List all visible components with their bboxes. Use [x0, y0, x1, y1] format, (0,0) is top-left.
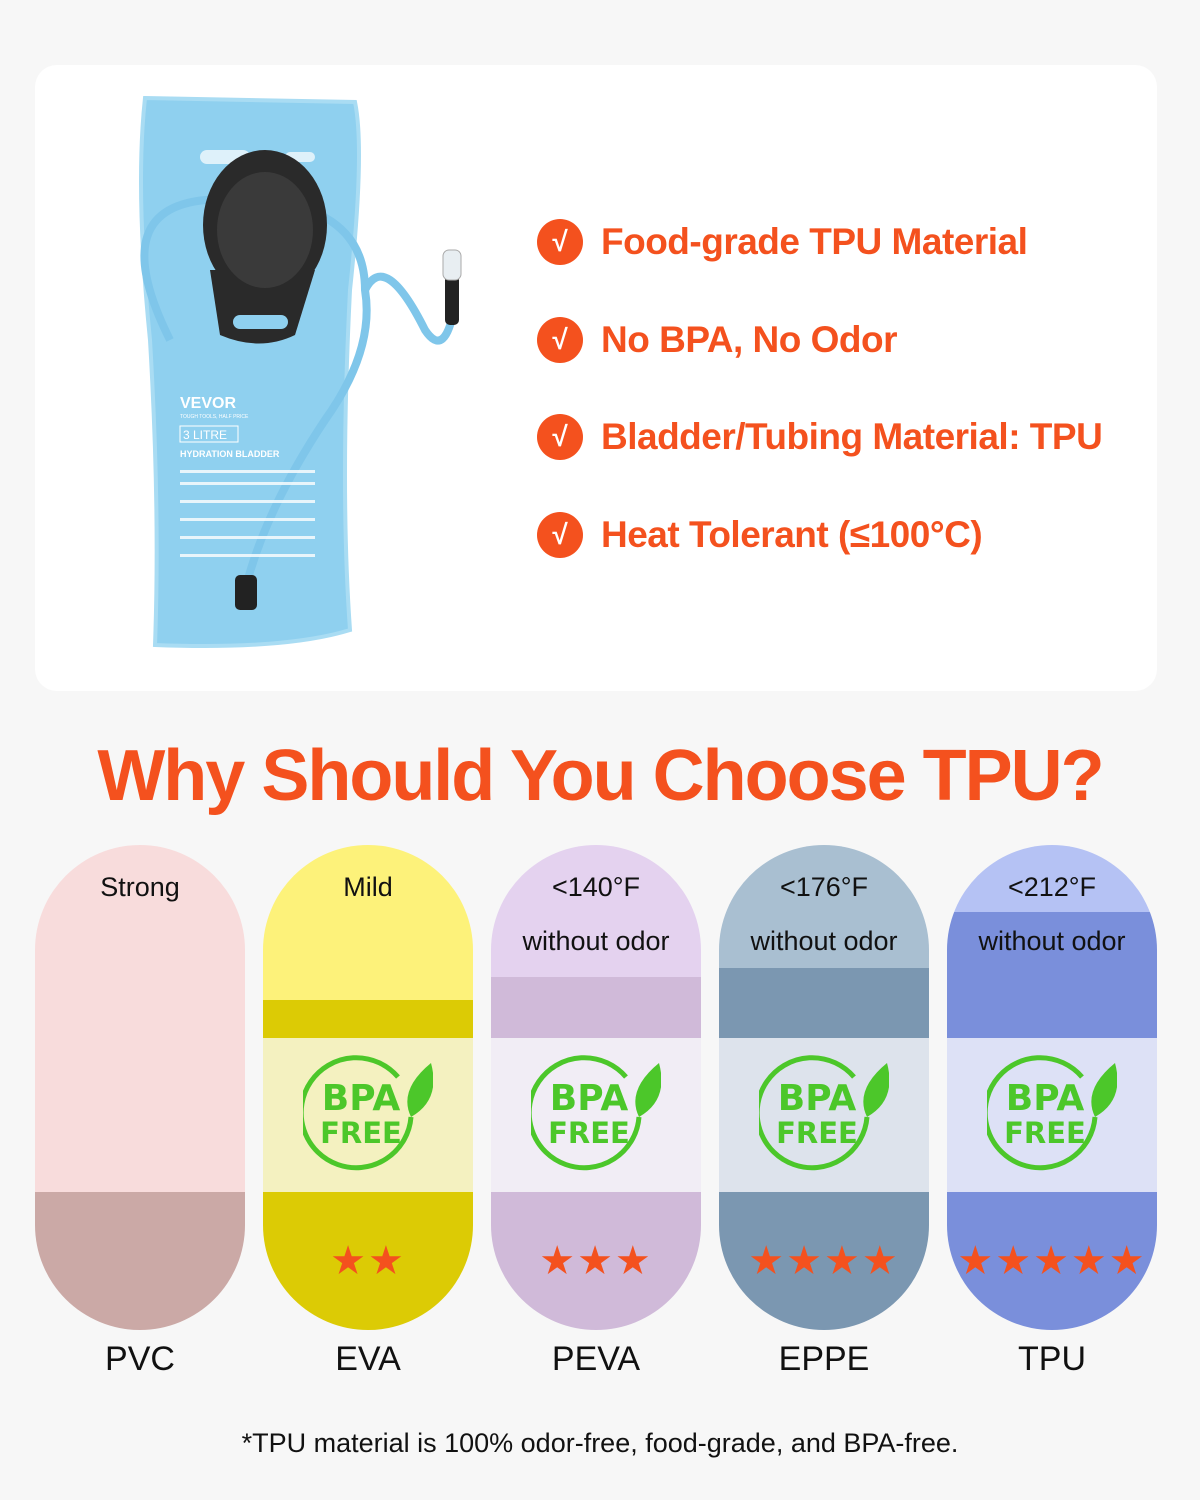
star-icon: ★ — [368, 1239, 406, 1283]
odor-band — [947, 912, 1157, 1038]
capacity-label: 3 LITRE — [183, 428, 227, 442]
header-band — [35, 845, 245, 1192]
free-text: FREE — [776, 1116, 858, 1150]
odor-band — [719, 968, 929, 1038]
material-label: EVA — [335, 1340, 401, 1378]
star-rating: ★ ★ ★ ★ ★ — [947, 1192, 1157, 1330]
header-band — [263, 845, 473, 1000]
bpa-band: BPA FREE — [263, 1038, 473, 1192]
free-text: FREE — [320, 1116, 402, 1150]
material-pill-eva: BPA FREE ★ ★ — [263, 845, 473, 1330]
rating-band: ★ ★ ★ — [491, 1192, 701, 1330]
material-label: EPPE — [778, 1340, 870, 1378]
feature-item: √ No BPA, No Odor — [537, 317, 898, 363]
material-pill-eppe: BPA FREE ★ ★ ★ ★ — [719, 845, 929, 1330]
star-rating: ★ ★ — [263, 1192, 473, 1330]
check-icon: √ — [537, 219, 583, 265]
star-icon: ★ — [1033, 1239, 1071, 1283]
rating-band: ★ ★ — [263, 1192, 473, 1330]
bpa-free-badge: BPA FREE — [491, 1038, 701, 1192]
bpa-free-badge: BPA FREE — [719, 1038, 929, 1192]
star-icon: ★ — [748, 1239, 787, 1283]
bpa-text: BPA — [550, 1078, 629, 1119]
odor-band — [491, 977, 701, 1038]
rating-band: ★ ★ ★ ★ ★ — [947, 1192, 1157, 1330]
material-pill-pvc — [35, 845, 245, 1330]
star-icon: ★ — [1070, 1239, 1109, 1283]
star-icon: ★ — [824, 1239, 862, 1283]
bpa-text: BPA — [778, 1078, 857, 1119]
bpa-free-badge: BPA FREE — [263, 1038, 473, 1192]
star-icon: ★ — [614, 1239, 653, 1283]
brand-tagline: TOUGH TOOLS, HALF PRICE — [180, 414, 249, 420]
bpa-band: BPA FREE — [947, 1038, 1157, 1192]
check-icon: √ — [537, 317, 583, 363]
star-icon: ★ — [539, 1239, 578, 1283]
rating-band — [35, 1192, 245, 1330]
bpa-band: BPA FREE — [491, 1038, 701, 1192]
section-title: Why Should You Choose TPU? — [97, 736, 1104, 816]
bpa-free-badge: BPA FREE — [947, 1038, 1157, 1192]
star-icon: ★ — [786, 1239, 824, 1283]
product-card: VEVOR TOUGH TOOLS, HALF PRICE 3 LITRE HY… — [35, 65, 1157, 691]
check-icon: √ — [537, 414, 583, 460]
free-text: FREE — [1004, 1116, 1086, 1150]
odor-level: without odor — [522, 926, 670, 956]
product-name: HYDRATION BLADDER — [180, 449, 280, 459]
temp-limit: <140°F — [551, 872, 641, 902]
rating-band: ★ ★ ★ ★ — [719, 1192, 929, 1330]
star-icon: ★ — [577, 1239, 615, 1283]
star-rating: ★ ★ ★ — [491, 1192, 701, 1330]
free-text: FREE — [548, 1116, 630, 1150]
star-icon: ★ — [330, 1239, 368, 1283]
feature-item: √ Bladder/Tubing Material: TPU — [537, 414, 1103, 460]
material-label: PEVA — [551, 1340, 641, 1378]
material-pill-peva: BPA FREE ★ ★ ★ — [491, 845, 701, 1330]
feature-item: √ Food-grade TPU Material — [537, 219, 1028, 265]
header-band — [491, 845, 701, 977]
material-pill-tpu: BPA FREE ★ ★ ★ ★ ★ — [947, 845, 1157, 1330]
star-rating: ★ ★ ★ ★ — [719, 1192, 929, 1330]
hydration-bladder-image: VEVOR TOUGH TOOLS, HALF PRICE 3 LITRE HY… — [139, 95, 462, 648]
footnote: *TPU material is 100% odor-free, food-gr… — [241, 1428, 959, 1458]
brand-logo: VEVOR — [180, 395, 236, 412]
star-icon: ★ — [957, 1239, 996, 1283]
bpa-band: BPA FREE — [719, 1038, 929, 1192]
odor-level: without odor — [978, 926, 1126, 956]
material-label: TPU — [1018, 1340, 1086, 1378]
bpa-text: BPA — [322, 1078, 401, 1119]
odor-band — [263, 1000, 473, 1038]
feature-item: √ Heat Tolerant (≤100°C) — [537, 512, 983, 558]
material-label: PVC — [105, 1340, 175, 1378]
odor-level: without odor — [750, 926, 898, 956]
star-icon: ★ — [861, 1239, 900, 1283]
star-icon: ★ — [995, 1239, 1034, 1283]
star-icon: ★ — [1108, 1239, 1147, 1283]
bpa-text: BPA — [1006, 1078, 1085, 1119]
odor-level: Mild — [343, 872, 393, 902]
odor-level: Strong — [100, 872, 180, 902]
check-icon: √ — [537, 512, 583, 558]
temp-limit: <212°F — [1007, 872, 1097, 902]
temp-limit: <176°F — [779, 872, 869, 902]
